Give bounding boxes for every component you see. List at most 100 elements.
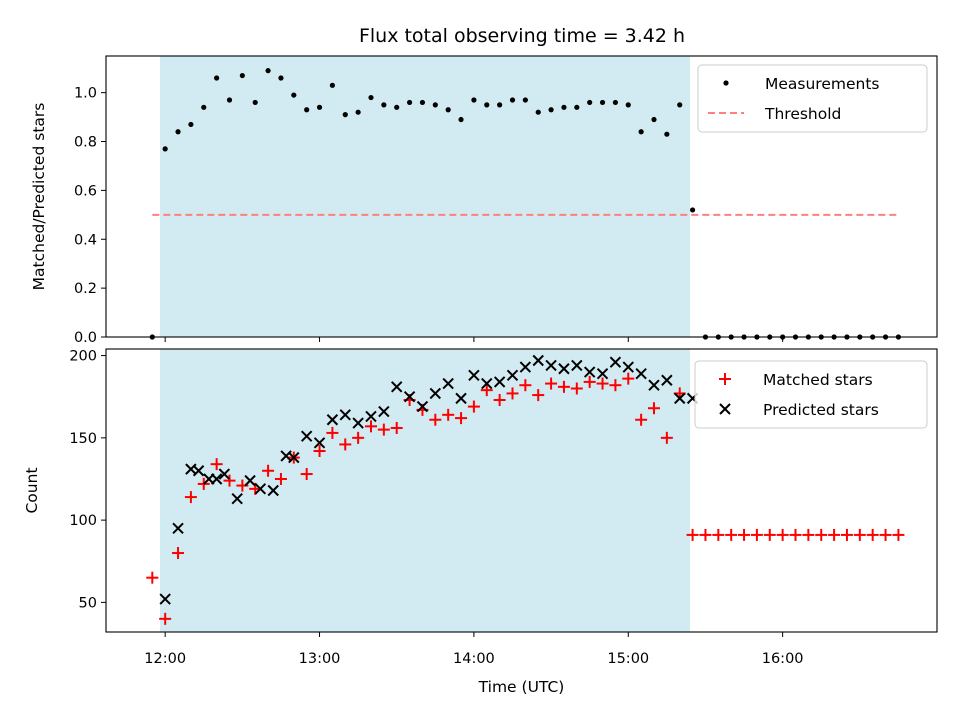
matched-star-point <box>313 445 326 458</box>
predicted-star-point <box>192 465 205 477</box>
predicted-star-point <box>244 474 256 487</box>
predicted-star-point <box>506 369 519 382</box>
predicted-star-point <box>558 363 570 375</box>
matched-star-point <box>892 528 905 541</box>
top-legend-box <box>697 64 928 133</box>
measurement-point <box>651 116 657 123</box>
matched-star-point <box>184 491 197 504</box>
matched-star-point <box>172 547 185 560</box>
matched-star-point <box>352 431 365 444</box>
measurement-point <box>574 104 580 110</box>
matched-star-point <box>364 420 377 433</box>
legend-threshold-label: Threshold <box>764 105 841 123</box>
matched-star-point <box>815 528 828 541</box>
measurement-point <box>316 104 323 110</box>
measurement-point <box>689 207 696 213</box>
measurement-point <box>201 104 207 110</box>
matched-star-point <box>828 528 841 541</box>
bottom-legend-box <box>694 360 928 429</box>
predicted-star-point <box>493 376 506 388</box>
matched-star-point <box>545 377 558 390</box>
predicted-star-point <box>326 414 339 426</box>
matched-star-point <box>493 394 506 407</box>
predicted-star-point <box>218 468 231 480</box>
matched-star-point <box>390 421 403 434</box>
predicted-star-point <box>159 593 171 605</box>
bottom-axes-frame <box>105 348 938 633</box>
x-tick-label: 12:00 <box>144 651 186 667</box>
predicted-star-point <box>609 356 622 368</box>
measurement-point <box>612 99 619 106</box>
matched-star-point <box>776 528 789 541</box>
matched-star-point <box>609 379 622 392</box>
matched-star-point <box>455 412 468 425</box>
matched-star-point <box>622 372 635 385</box>
measurement-point <box>419 99 426 106</box>
matched-star-point <box>467 400 480 413</box>
measurement-point <box>522 97 528 103</box>
matched-star-point <box>146 571 159 584</box>
predicted-star-point <box>442 377 454 390</box>
x-tick-label: 15:00 <box>607 651 649 667</box>
legend-predicted-marker <box>719 403 731 415</box>
bottom-observing-window <box>160 349 691 632</box>
top-y-tick-label: 1.0 <box>74 86 97 102</box>
measurement-point <box>355 109 361 115</box>
matched-star-point <box>300 468 313 481</box>
measurement-point <box>304 107 310 113</box>
predicted-star-point <box>403 391 416 403</box>
measurement-point <box>599 99 606 106</box>
predicted-star-point <box>429 387 442 400</box>
top-legend: Measurements Threshold <box>697 64 928 133</box>
matched-star-point <box>262 464 275 477</box>
predicted-star-point <box>635 367 647 380</box>
matched-star-point <box>274 472 287 485</box>
measurement-point <box>625 102 631 108</box>
predicted-star-point <box>661 374 673 386</box>
x-tick-label: 16:00 <box>762 651 804 667</box>
measurement-point <box>587 99 593 106</box>
bottom-y-tick-label: 50 <box>79 595 97 611</box>
predicted-star-point <box>210 473 223 485</box>
predicted-star-point <box>648 379 660 391</box>
bottom-y-tick-label: 150 <box>69 431 97 447</box>
bottom-panel: 50 100 150 200 12:00 13:00 14:00 15:00 16:00 Co… <box>23 348 938 696</box>
predicted-star-point <box>532 354 544 367</box>
matched-star-point <box>532 389 545 402</box>
top-y-tick-label: 0.6 <box>74 183 97 199</box>
measurement-point <box>561 104 567 110</box>
measurement-point <box>175 129 181 135</box>
matched-star-point <box>866 528 879 541</box>
matched-star-point <box>480 384 493 397</box>
measurement-point <box>509 97 516 103</box>
measurement-point <box>278 75 284 81</box>
matched-star-point <box>583 375 596 388</box>
legend-measurements-label: Measurements <box>765 75 880 93</box>
measurement-point <box>381 102 387 108</box>
matched-star-point <box>840 528 853 541</box>
measurement-point <box>342 112 348 118</box>
bottom-x-ticks: 12:00 13:00 14:00 15:00 16:00 <box>144 632 804 667</box>
predicted-star-point <box>254 483 267 495</box>
predicted-stars-points <box>159 354 699 605</box>
measurement-point <box>291 92 297 98</box>
predicted-star-point <box>365 410 377 423</box>
measurement-point <box>406 99 413 106</box>
measurement-point <box>548 107 554 113</box>
bottom-y-ticks: 50 100 150 200 <box>69 349 106 611</box>
top-axes-frame <box>105 55 938 338</box>
top-y-tick-label: 0.2 <box>74 281 97 297</box>
predicted-star-point <box>288 451 300 464</box>
matched-star-point <box>442 408 455 421</box>
measurement-point <box>445 107 451 113</box>
x-axis-label: Time (UTC) <box>478 678 565 696</box>
measurement-point <box>432 102 438 108</box>
matched-star-point <box>789 528 802 541</box>
legend-matched-marker <box>719 373 731 385</box>
measurement-point <box>226 97 233 103</box>
predicted-star-point <box>481 377 493 390</box>
measurement-point <box>329 82 336 88</box>
predicted-star-point <box>596 367 609 380</box>
matched-stars-points <box>146 372 905 625</box>
